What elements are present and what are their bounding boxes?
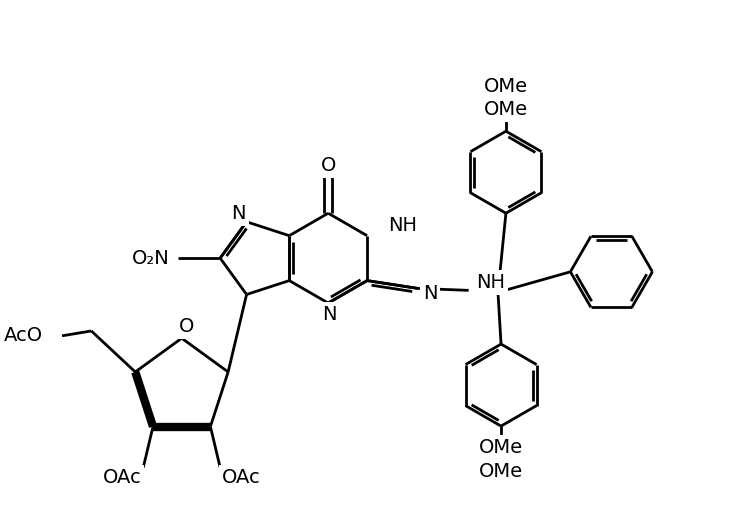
Text: O: O	[179, 317, 194, 336]
Text: OAc: OAc	[222, 468, 261, 487]
Text: OMe: OMe	[484, 100, 528, 119]
Text: N: N	[231, 204, 246, 223]
Text: O₂N: O₂N	[132, 249, 169, 268]
Text: O: O	[321, 156, 336, 175]
Text: N: N	[322, 305, 337, 324]
Text: NH: NH	[477, 273, 505, 292]
Text: OMe: OMe	[479, 438, 523, 457]
Text: NH: NH	[389, 216, 418, 235]
Text: OMe: OMe	[484, 77, 528, 96]
Text: N: N	[422, 284, 437, 303]
Text: OMe: OMe	[479, 461, 523, 480]
Text: AcO: AcO	[3, 326, 42, 345]
Text: OAc: OAc	[102, 468, 141, 487]
